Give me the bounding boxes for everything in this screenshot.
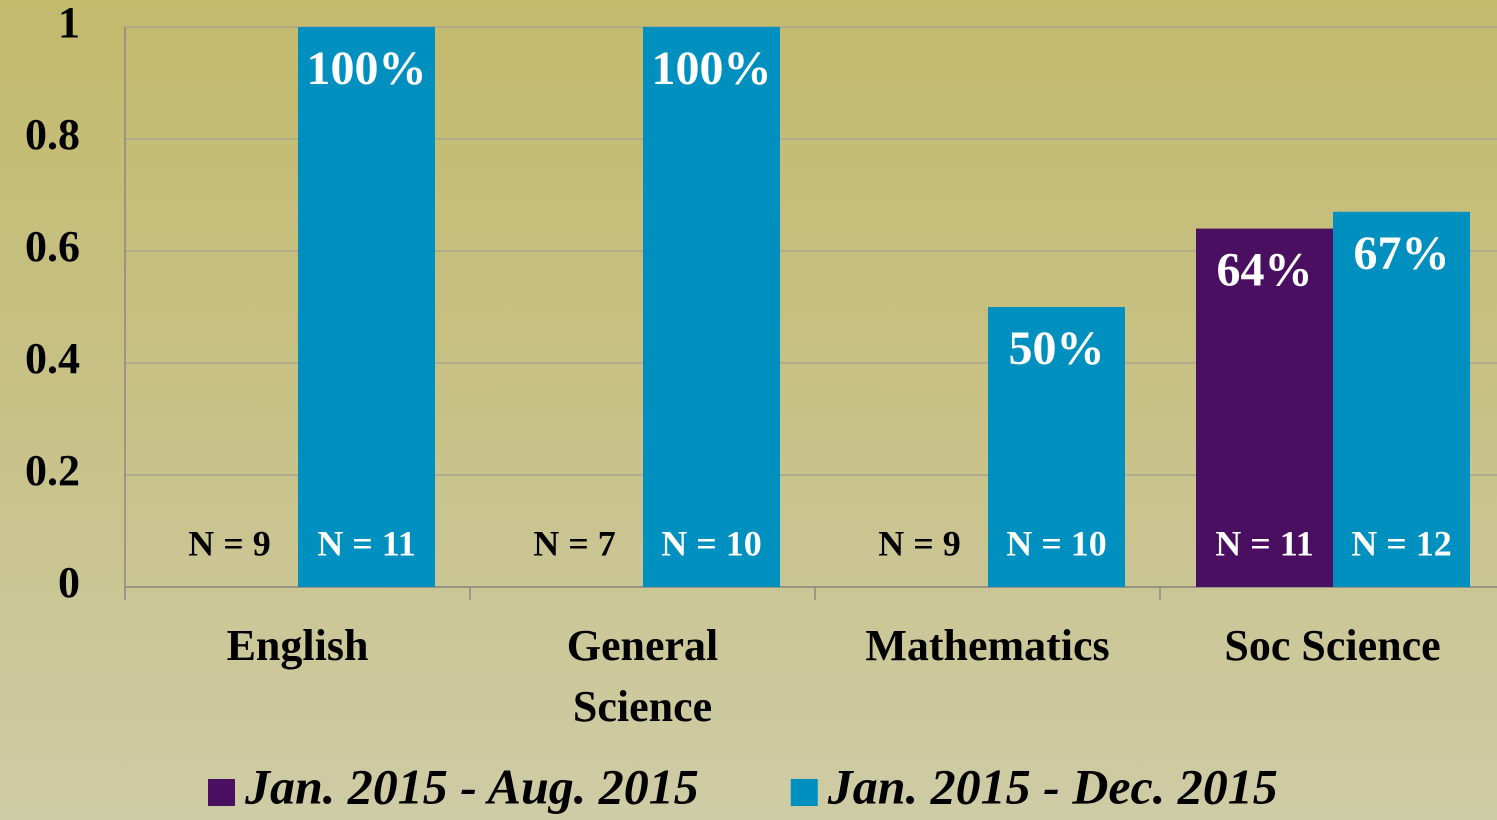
n-label: N = 9 [878, 523, 961, 563]
n-label: N = 11 [317, 523, 416, 563]
y-tick-label: 0.6 [25, 222, 80, 271]
value-label: 67% [1354, 227, 1450, 280]
n-label: N = 12 [1351, 523, 1452, 563]
value-label: 100% [307, 42, 427, 95]
label-line: Science [573, 682, 712, 731]
x-tick-label: Soc Science [1224, 621, 1440, 670]
value-label: 100% [652, 42, 772, 95]
bar [298, 27, 435, 587]
legend-label: Jan. 2015 - Dec. 2015 [827, 758, 1278, 814]
value-label: 50% [1009, 322, 1105, 375]
y-tick-label: 1 [58, 0, 80, 47]
legend-swatch [790, 779, 818, 806]
y-tick-label: 0.8 [25, 110, 80, 159]
n-label: N = 10 [1006, 523, 1107, 563]
n-label: N = 9 [188, 523, 271, 563]
y-tick-label: 0.2 [25, 446, 80, 495]
x-tick-label: General Science [567, 621, 719, 731]
bar [643, 27, 780, 587]
bar [1333, 211, 1470, 588]
legend-label: Jan. 2015 - Aug. 2015 [244, 758, 699, 814]
y-tick-label: 0.4 [25, 334, 80, 383]
value-label: 64% [1217, 244, 1313, 297]
n-label: N = 10 [661, 523, 762, 563]
n-label: N = 7 [533, 523, 616, 563]
x-tick-label: English [227, 621, 369, 670]
n-label: N = 11 [1215, 523, 1314, 563]
y-tick-label: 0 [58, 558, 80, 607]
x-tick-label: Mathematics [865, 621, 1109, 670]
bar [988, 307, 1125, 587]
legend-swatch [208, 779, 235, 806]
bar [1196, 228, 1333, 587]
label-line: General [567, 621, 719, 670]
